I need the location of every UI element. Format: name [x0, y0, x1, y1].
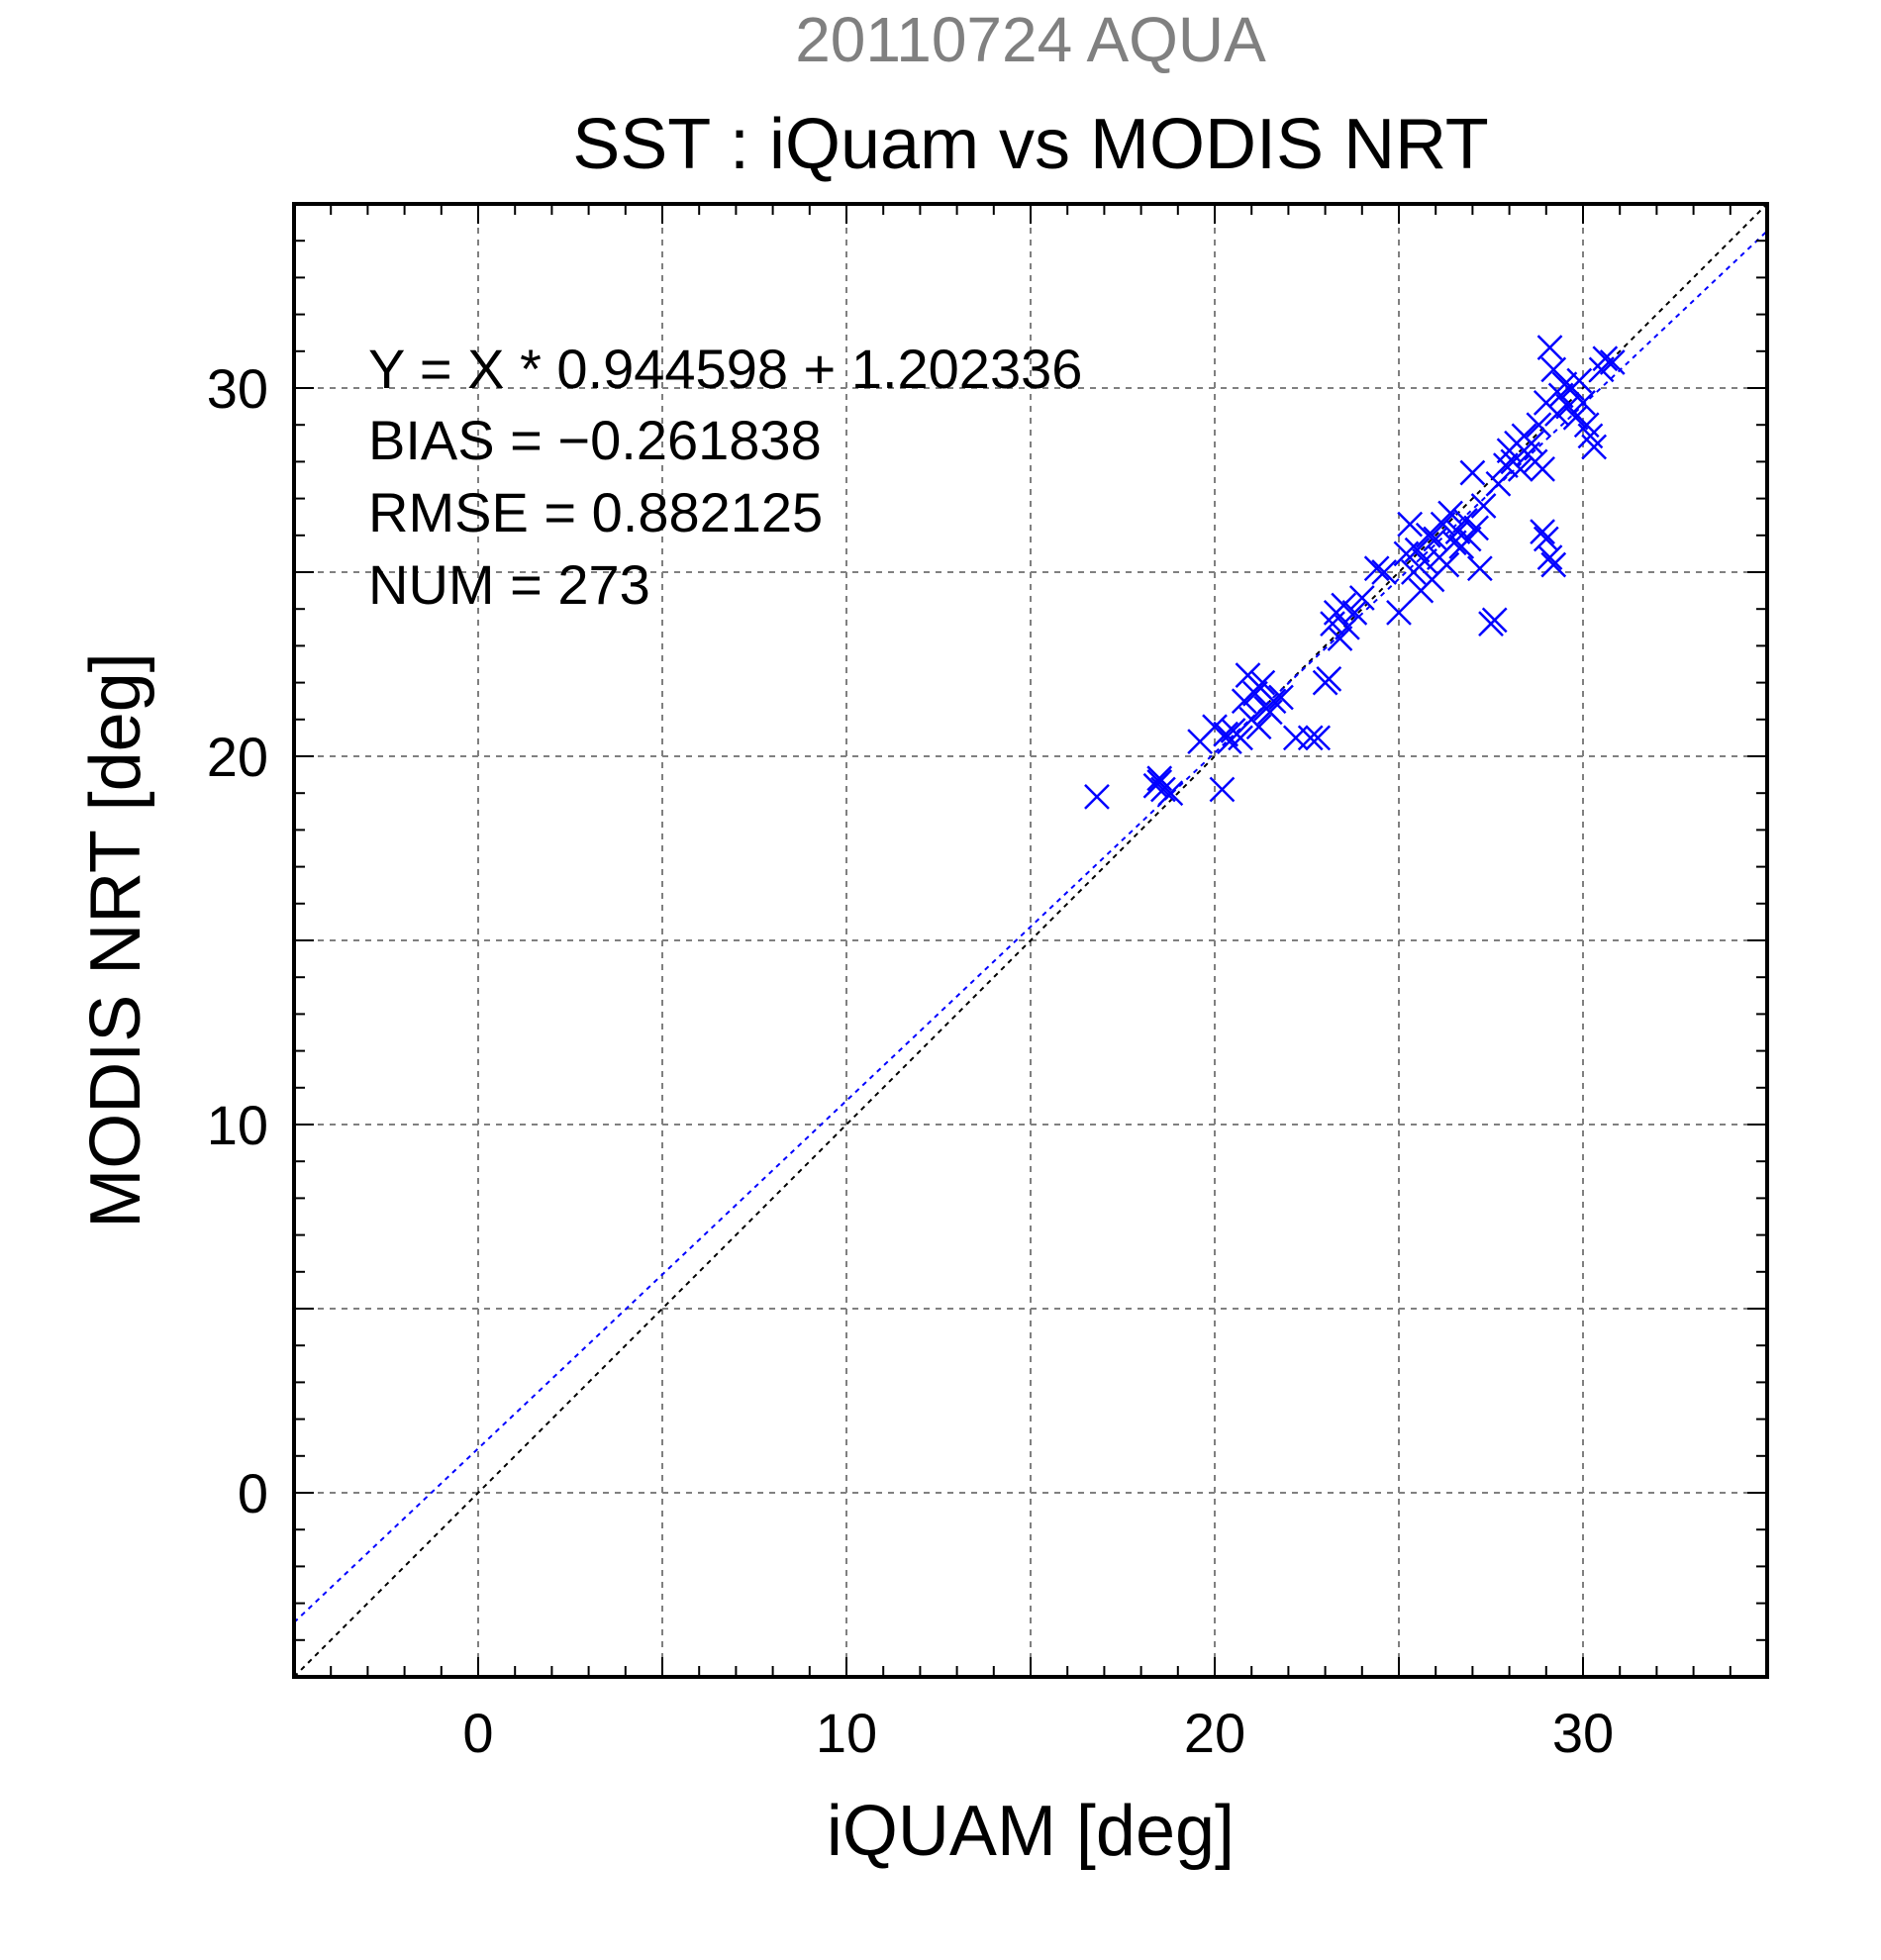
scatter-point: [1430, 511, 1456, 538]
x-tick-label: 20: [1184, 1702, 1245, 1764]
scatter-point: [1348, 585, 1375, 611]
scatter-point: [1297, 725, 1324, 751]
scatter-point: [1335, 614, 1360, 640]
scatter-point: [1404, 537, 1431, 563]
regression-fit-line: [294, 230, 1767, 1623]
scatter-point: [1459, 459, 1486, 486]
scatter-point: [1536, 544, 1563, 571]
scatter-point: [1305, 725, 1332, 751]
stats-annotation: Y = X * 0.944598 + 1.202336 BIAS = −0.26…: [368, 338, 1082, 616]
scatter-point: [1268, 684, 1294, 711]
stats-fit-equation: Y = X * 0.944598 + 1.202336: [368, 338, 1082, 400]
scatter-point: [1363, 555, 1390, 582]
x-tick-label: 30: [1552, 1702, 1614, 1764]
y-tick-labels: 0 10 20 30: [207, 357, 268, 1524]
scatter-point: [1485, 470, 1512, 497]
chart-title: SST : iQuam vs MODIS NRT: [572, 105, 1489, 184]
scatter-point: [1581, 434, 1608, 460]
chart-suptitle: 20110724 AQUA: [795, 4, 1266, 75]
scatter-point: [1507, 455, 1534, 482]
scatter-point: [1562, 404, 1589, 431]
scatter-point: [1481, 607, 1508, 634]
x-tick-label: 10: [816, 1702, 877, 1764]
y-tick-label: 30: [207, 357, 268, 420]
scatter-point: [1157, 780, 1184, 807]
scatter-point: [1146, 765, 1173, 792]
scatter-point: [1228, 725, 1253, 751]
scatter-point: [1530, 455, 1555, 482]
scatter-point: [1245, 673, 1272, 700]
y-tick-label: 10: [207, 1094, 268, 1156]
scatter-point: [1599, 349, 1626, 375]
y-tick-label: 20: [207, 726, 268, 788]
scatter-point: [1209, 776, 1236, 803]
scatter-point: [1371, 559, 1398, 585]
scatter-point: [1570, 389, 1596, 416]
y-tick-label: 0: [238, 1462, 268, 1524]
scatter-point: [1437, 500, 1463, 527]
scatter-point: [1282, 725, 1309, 751]
stats-rmse: RMSE = 0.882125: [368, 481, 823, 543]
scatter-point: [1526, 412, 1552, 439]
y-axis-label: MODIS NRT [deg]: [76, 652, 155, 1228]
scatter-point: [1084, 784, 1110, 810]
scatter-point: [1492, 452, 1519, 479]
x-tick-label: 0: [462, 1702, 493, 1764]
scatter-point: [1566, 367, 1593, 394]
scatter-point: [1466, 555, 1493, 582]
scatter-point: [1588, 356, 1615, 383]
scatter-point: [1341, 600, 1368, 626]
scatter-point: [1327, 626, 1353, 651]
stats-bias: BIAS = −0.261838: [368, 409, 822, 471]
stats-num: NUM = 273: [368, 553, 650, 616]
data-points: [1084, 335, 1626, 810]
scatter-point: [1242, 680, 1268, 707]
plot-frame: [292, 202, 1769, 1679]
scatter-point: [1470, 493, 1497, 519]
scatter-point: [1397, 511, 1424, 538]
scatter-point: [1533, 526, 1559, 552]
scatter-point: [1530, 519, 1555, 544]
scatter-point: [1415, 522, 1441, 548]
scatter-point: [1245, 714, 1272, 740]
x-tick-labels: 0 10 20 30: [462, 1702, 1614, 1764]
scatter-point: [1213, 721, 1239, 747]
scatter-point: [1386, 600, 1412, 626]
scatter-point: [1331, 592, 1357, 619]
x-axis-label: iQUAM [deg]: [827, 1792, 1235, 1871]
scatter-point: [1536, 335, 1563, 360]
scatter-point: [1455, 526, 1482, 552]
scatter-point: [1540, 551, 1567, 578]
scatter-point: [1434, 551, 1460, 578]
scatter-point: [1463, 515, 1490, 541]
scatter-point: [1412, 547, 1437, 574]
scatter-point: [1316, 665, 1342, 692]
